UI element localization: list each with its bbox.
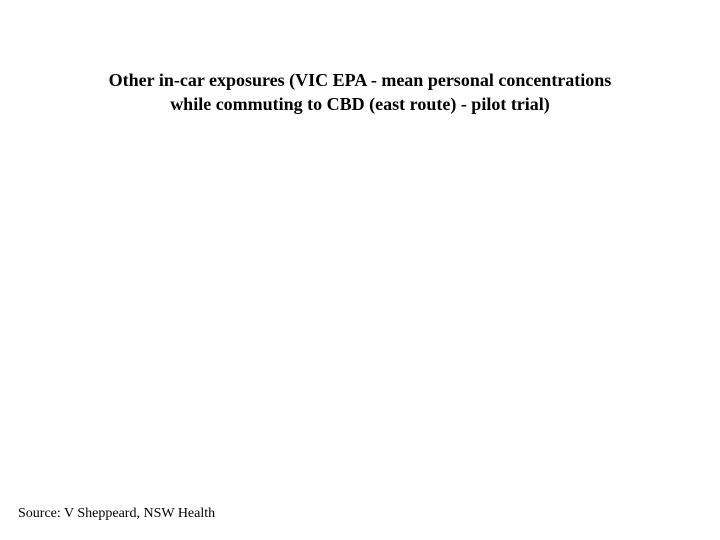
- source-attribution: Source: V Sheppeard, NSW Health: [18, 506, 215, 522]
- source-text: Source: V Sheppeard, NSW Health: [18, 506, 215, 521]
- page-title: Other in-car exposures (VIC EPA - mean p…: [78, 68, 642, 117]
- title-line-2: while commuting to CBD (east route) - pi…: [170, 94, 550, 114]
- title-line-1: Other in-car exposures (VIC EPA - mean p…: [109, 70, 612, 90]
